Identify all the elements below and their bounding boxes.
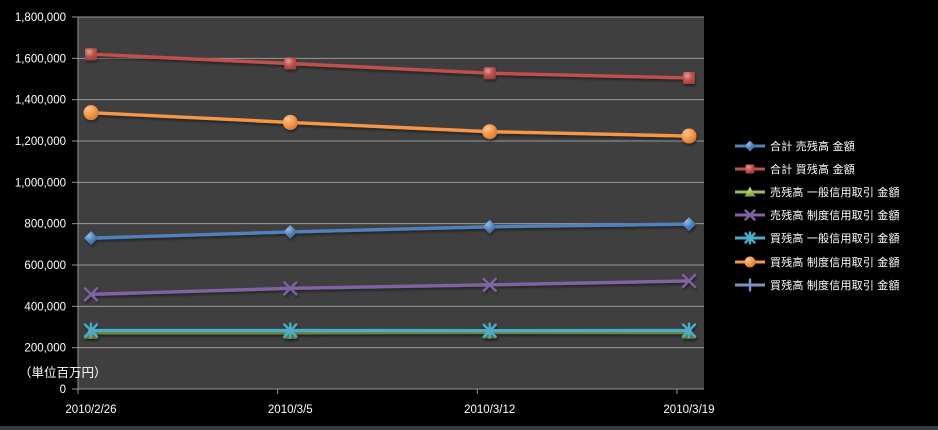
- x-axis-label: 2010/3/19: [663, 404, 714, 416]
- x-axis-label: 2010/2/26: [65, 404, 116, 416]
- series-marker-square[interactable]: [483, 67, 496, 80]
- y-axis-label: 1,000,000: [15, 177, 66, 189]
- series-line[interactable]: [89, 279, 691, 297]
- legend-label: 買残高 制度信用取引 金額: [770, 279, 900, 292]
- series-marker-x[interactable]: [681, 273, 697, 289]
- series-marker-circle[interactable]: [744, 256, 756, 268]
- legend-item-4[interactable]: 買残高 一般信用取引 金額: [733, 227, 938, 250]
- series-marker-diamond[interactable]: [482, 219, 497, 234]
- series-line[interactable]: [89, 52, 691, 80]
- y-axis-label: 1,800,000: [15, 12, 66, 24]
- series-marker-circle[interactable]: [83, 105, 99, 121]
- legend-marker-diamond-icon: [735, 140, 765, 152]
- series-marker-diamond[interactable]: [84, 231, 98, 246]
- series-1: [85, 48, 695, 84]
- series-marker-x[interactable]: [482, 277, 497, 293]
- legend-item-2[interactable]: 売残高 一般信用取引 金額: [733, 180, 938, 203]
- series-marker-asterisk[interactable]: [681, 322, 697, 339]
- legend-label: 合計 買残高 金額: [770, 163, 855, 176]
- unit-label: （単位百万円）: [19, 366, 107, 380]
- y-axis-label: 600,000: [24, 260, 66, 272]
- y-axis-label: 800,000: [24, 219, 66, 231]
- series-marker-circle[interactable]: [681, 128, 697, 144]
- series-marker-plus[interactable]: [743, 278, 757, 292]
- chart-legend: 合計 売残高 金額 合計 買残高 金額売残高 一般信用取引 金額 売残高 制度信用取…: [733, 134, 938, 296]
- series-0: [84, 217, 696, 246]
- series-marker-square[interactable]: [683, 71, 695, 84]
- window-bottom-edge: [0, 426, 938, 430]
- series-marker-square[interactable]: [745, 164, 755, 174]
- legend-label: 売残高 制度信用取引 金額: [770, 210, 900, 223]
- series-5: [83, 105, 697, 144]
- legend-label: 買残高 制度信用取引 金額: [770, 256, 900, 269]
- series-3: [83, 273, 697, 302]
- y-axis-label: 1,400,000: [15, 95, 66, 107]
- plot-area[interactable]: [78, 17, 704, 389]
- legend-item-6[interactable]: 買残高 制度信用取引 金額: [733, 273, 938, 296]
- legend-label: 買残高 一般信用取引 金額: [770, 233, 900, 246]
- legend-label: 合計 売残高 金額: [770, 140, 855, 153]
- series-marker-x[interactable]: [744, 209, 756, 221]
- x-axis-label: 2010/3/12: [464, 404, 515, 416]
- legend-marker-circle-icon: [735, 256, 765, 268]
- series-marker-circle[interactable]: [282, 114, 298, 130]
- series-marker-x[interactable]: [283, 281, 298, 296]
- legend-item-0[interactable]: 合計 売残高 金額: [733, 134, 938, 157]
- legend-marker-x-icon: [735, 209, 765, 221]
- y-axis-label: 1,200,000: [15, 136, 66, 148]
- legend-item-5[interactable]: 買残高 制度信用取引 金額: [733, 250, 938, 273]
- legend-marker-asterisk-icon: [735, 231, 765, 246]
- y-axis-label: 400,000: [24, 301, 66, 313]
- y-axis-label: 0: [60, 384, 66, 396]
- y-axis-label: 200,000: [24, 343, 66, 355]
- series-line[interactable]: [89, 222, 691, 240]
- series-line[interactable]: [89, 110, 691, 138]
- legend-marker-plus-icon: [735, 278, 765, 292]
- series-4: [83, 322, 697, 339]
- x-axis-label: 2010/3/5: [268, 404, 313, 416]
- y-axis-label: 1,600,000: [15, 53, 66, 65]
- series-marker-asterisk[interactable]: [283, 322, 298, 339]
- series-marker-asterisk[interactable]: [83, 322, 99, 339]
- legend-item-1[interactable]: 合計 買残高 金額: [733, 157, 938, 180]
- series-marker-triangle[interactable]: [744, 186, 756, 197]
- series-marker-diamond[interactable]: [682, 217, 696, 232]
- series-marker-asterisk[interactable]: [744, 231, 756, 246]
- series-marker-asterisk[interactable]: [482, 322, 497, 339]
- series-marker-x[interactable]: [83, 287, 99, 302]
- legend-marker-square-icon: [735, 164, 765, 174]
- series-marker-diamond[interactable]: [283, 224, 298, 239]
- series-marker-diamond[interactable]: [744, 140, 756, 152]
- series-marker-square[interactable]: [85, 48, 97, 61]
- series-marker-square[interactable]: [284, 57, 297, 70]
- legend-marker-triangle-icon: [735, 186, 765, 197]
- legend-item-3[interactable]: 売残高 制度信用取引 金額: [733, 204, 938, 227]
- series-marker-circle[interactable]: [482, 124, 498, 140]
- legend-label: 売残高 一般信用取引 金額: [770, 186, 900, 199]
